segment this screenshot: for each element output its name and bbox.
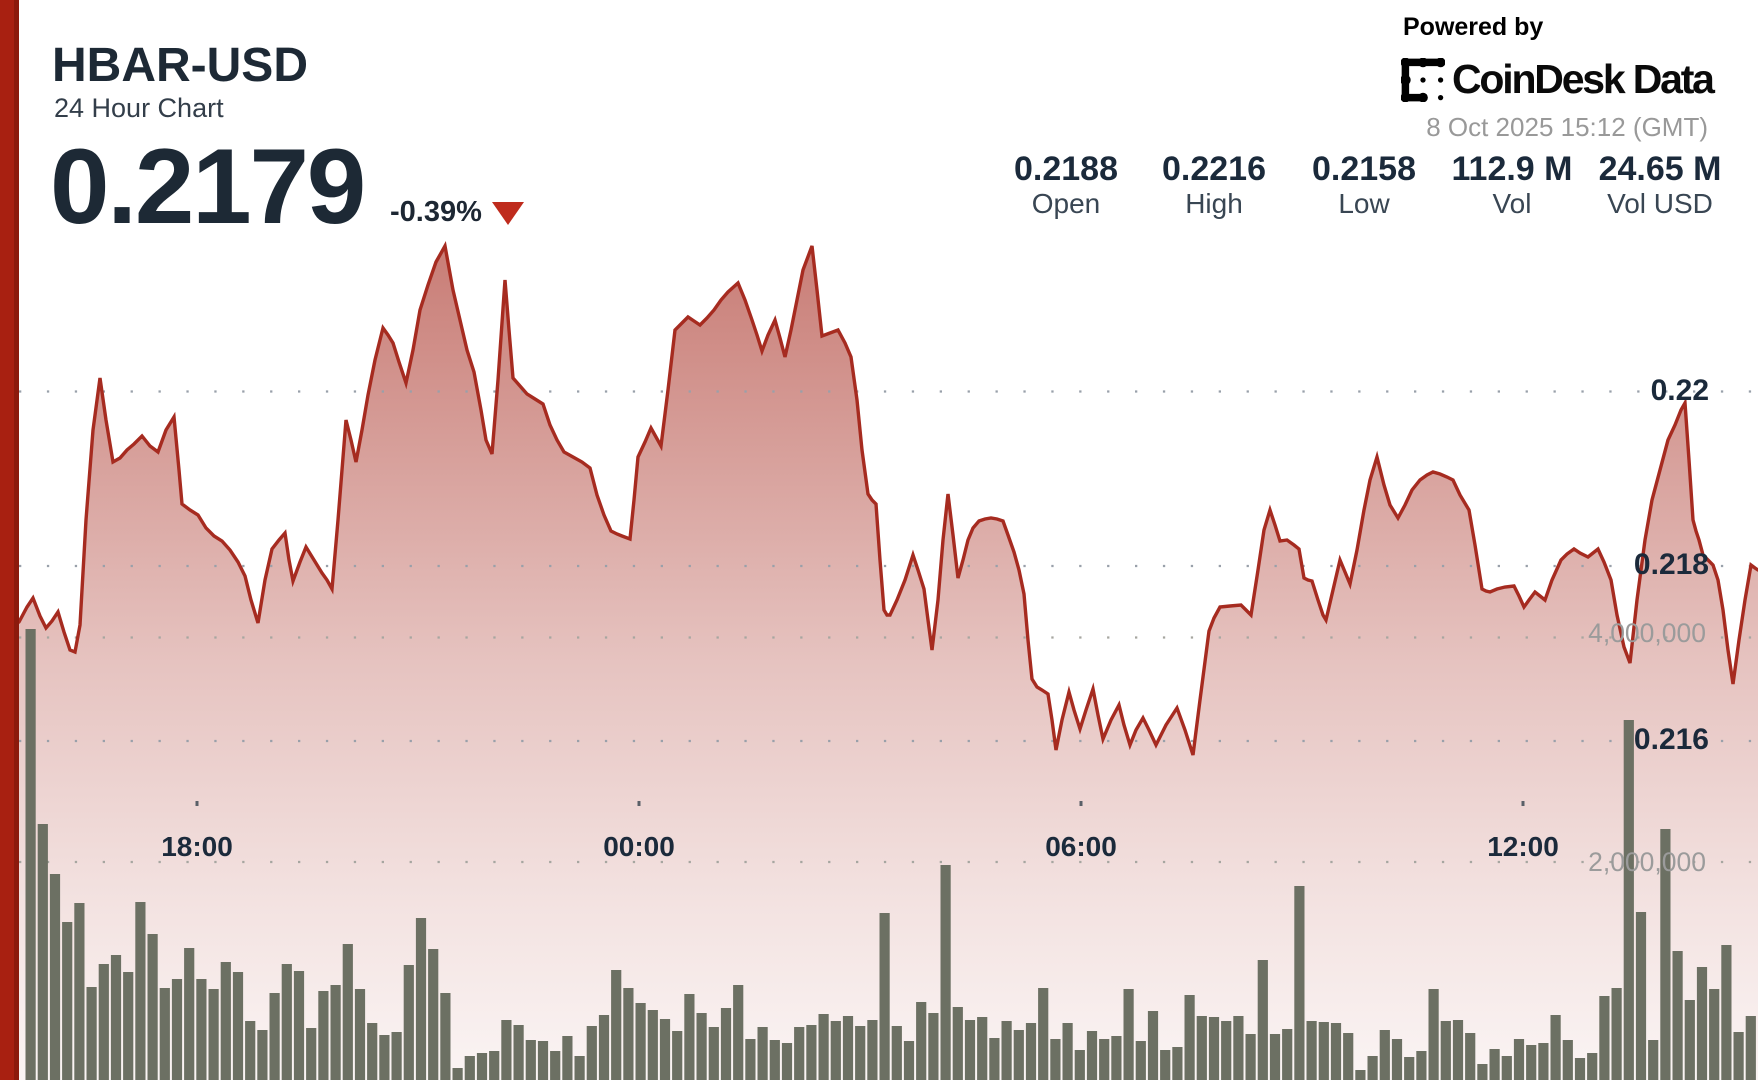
svg-text:12:00: 12:00 bbox=[1487, 831, 1559, 862]
svg-text:00:00: 00:00 bbox=[603, 831, 675, 862]
svg-text:0.216: 0.216 bbox=[1634, 723, 1709, 756]
svg-text:0.22: 0.22 bbox=[1651, 374, 1709, 407]
svg-text:4,000,000: 4,000,000 bbox=[1588, 618, 1706, 648]
svg-text:18:00: 18:00 bbox=[161, 831, 233, 862]
svg-text:2,000,000: 2,000,000 bbox=[1588, 847, 1706, 877]
svg-text:0.218: 0.218 bbox=[1634, 548, 1709, 581]
svg-text:06:00: 06:00 bbox=[1045, 831, 1117, 862]
